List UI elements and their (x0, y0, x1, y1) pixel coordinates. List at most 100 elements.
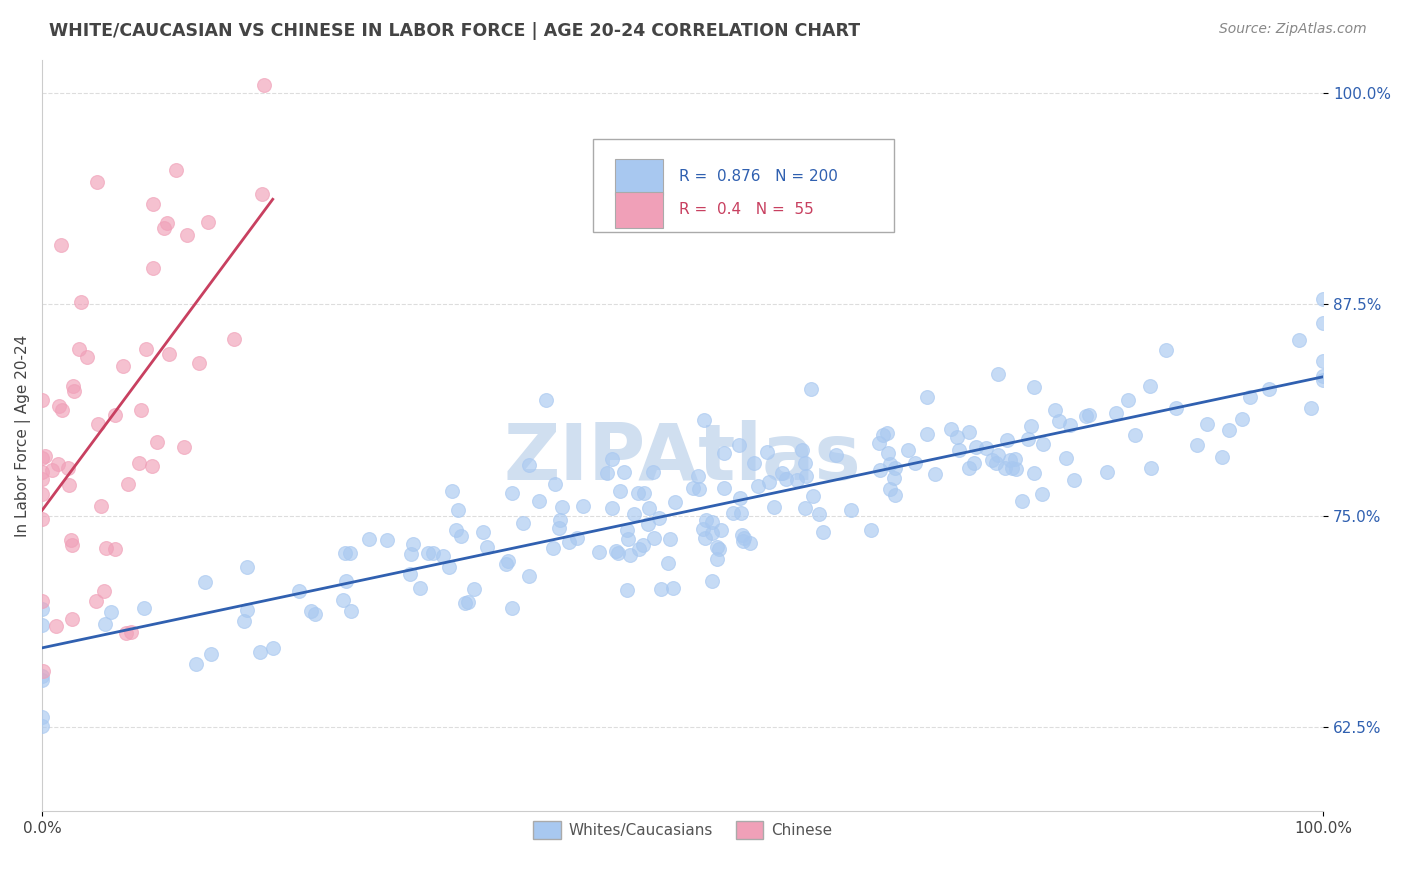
Point (142, 261, 165, 276)
Point (1312, 316, 1334, 330)
Point (1288, 334, 1310, 348)
Point (631, 538, 654, 552)
Point (1063, 473, 1085, 487)
Point (304, 607, 326, 621)
Point (602, 500, 624, 515)
Point (94, 541, 117, 555)
Point (730, 506, 752, 520)
Point (713, 481, 735, 495)
Point (31, 673, 53, 687)
Point (628, 542, 651, 557)
Point (501, 600, 523, 615)
Text: WHITE/CAUCASIAN VS CHINESE IN LABOR FORCE | AGE 20-24 CORRELATION CHART: WHITE/CAUCASIAN VS CHINESE IN LABOR FORC… (49, 22, 860, 40)
Point (596, 466, 619, 480)
Point (664, 494, 686, 508)
Point (692, 412, 714, 426)
Point (62, 379, 84, 393)
Point (957, 425, 980, 439)
Point (939, 422, 962, 436)
Point (740, 536, 762, 550)
Point (1022, 467, 1045, 481)
Point (31, 450, 53, 465)
Point (794, 500, 817, 515)
Point (721, 506, 744, 520)
Point (627, 485, 650, 500)
Point (731, 528, 754, 542)
Point (859, 523, 882, 537)
Point (547, 521, 569, 535)
Point (457, 595, 479, 609)
Point (1230, 412, 1253, 426)
Point (1312, 354, 1334, 368)
Point (974, 441, 997, 455)
Point (450, 529, 472, 543)
Point (1045, 403, 1067, 417)
Point (1017, 432, 1039, 446)
Point (32, 664, 55, 678)
Point (31, 602, 53, 616)
Point (141, 458, 163, 473)
Point (693, 531, 716, 545)
Point (700, 526, 723, 541)
Point (963, 456, 986, 470)
Point (288, 583, 311, 598)
Point (1299, 401, 1322, 416)
Point (340, 604, 363, 618)
Point (710, 523, 733, 537)
Point (335, 574, 357, 589)
Point (299, 604, 322, 618)
Point (84, 594, 107, 608)
Point (104, 542, 127, 557)
Point (157, 346, 180, 360)
Point (339, 546, 361, 560)
Point (1123, 428, 1146, 442)
Point (801, 490, 824, 504)
Point (868, 436, 890, 450)
Point (477, 540, 499, 554)
Point (609, 484, 631, 499)
Point (551, 500, 574, 514)
Point (129, 403, 152, 417)
FancyBboxPatch shape (593, 138, 894, 233)
Point (156, 216, 179, 230)
Point (700, 574, 723, 589)
Text: Source: ZipAtlas.com: Source: ZipAtlas.com (1219, 22, 1367, 37)
Point (31, 617, 53, 632)
Point (200, 648, 222, 662)
Point (141, 196, 163, 211)
Point (995, 433, 1018, 447)
Point (536, 393, 558, 408)
Point (112, 359, 135, 373)
Point (444, 523, 467, 537)
Point (733, 532, 755, 546)
Point (194, 575, 217, 590)
Point (946, 429, 969, 443)
Point (1105, 406, 1128, 420)
Point (1211, 450, 1233, 465)
Point (31, 487, 53, 501)
Point (454, 596, 477, 610)
Point (332, 592, 354, 607)
Point (987, 367, 1010, 381)
Point (616, 523, 638, 537)
Point (692, 522, 714, 536)
Point (1164, 401, 1187, 415)
Point (31, 392, 53, 407)
Point (702, 516, 724, 530)
Point (48, 399, 70, 413)
Point (661, 581, 683, 595)
Point (904, 456, 927, 470)
Point (742, 456, 765, 470)
Point (541, 541, 564, 555)
Point (965, 440, 987, 454)
Point (402, 537, 425, 551)
Point (813, 524, 835, 539)
Point (688, 482, 710, 496)
Point (565, 531, 588, 545)
FancyBboxPatch shape (614, 192, 664, 227)
FancyBboxPatch shape (614, 159, 664, 194)
Point (762, 500, 785, 514)
Point (695, 513, 717, 527)
Point (517, 569, 540, 583)
Point (31, 709, 53, 723)
